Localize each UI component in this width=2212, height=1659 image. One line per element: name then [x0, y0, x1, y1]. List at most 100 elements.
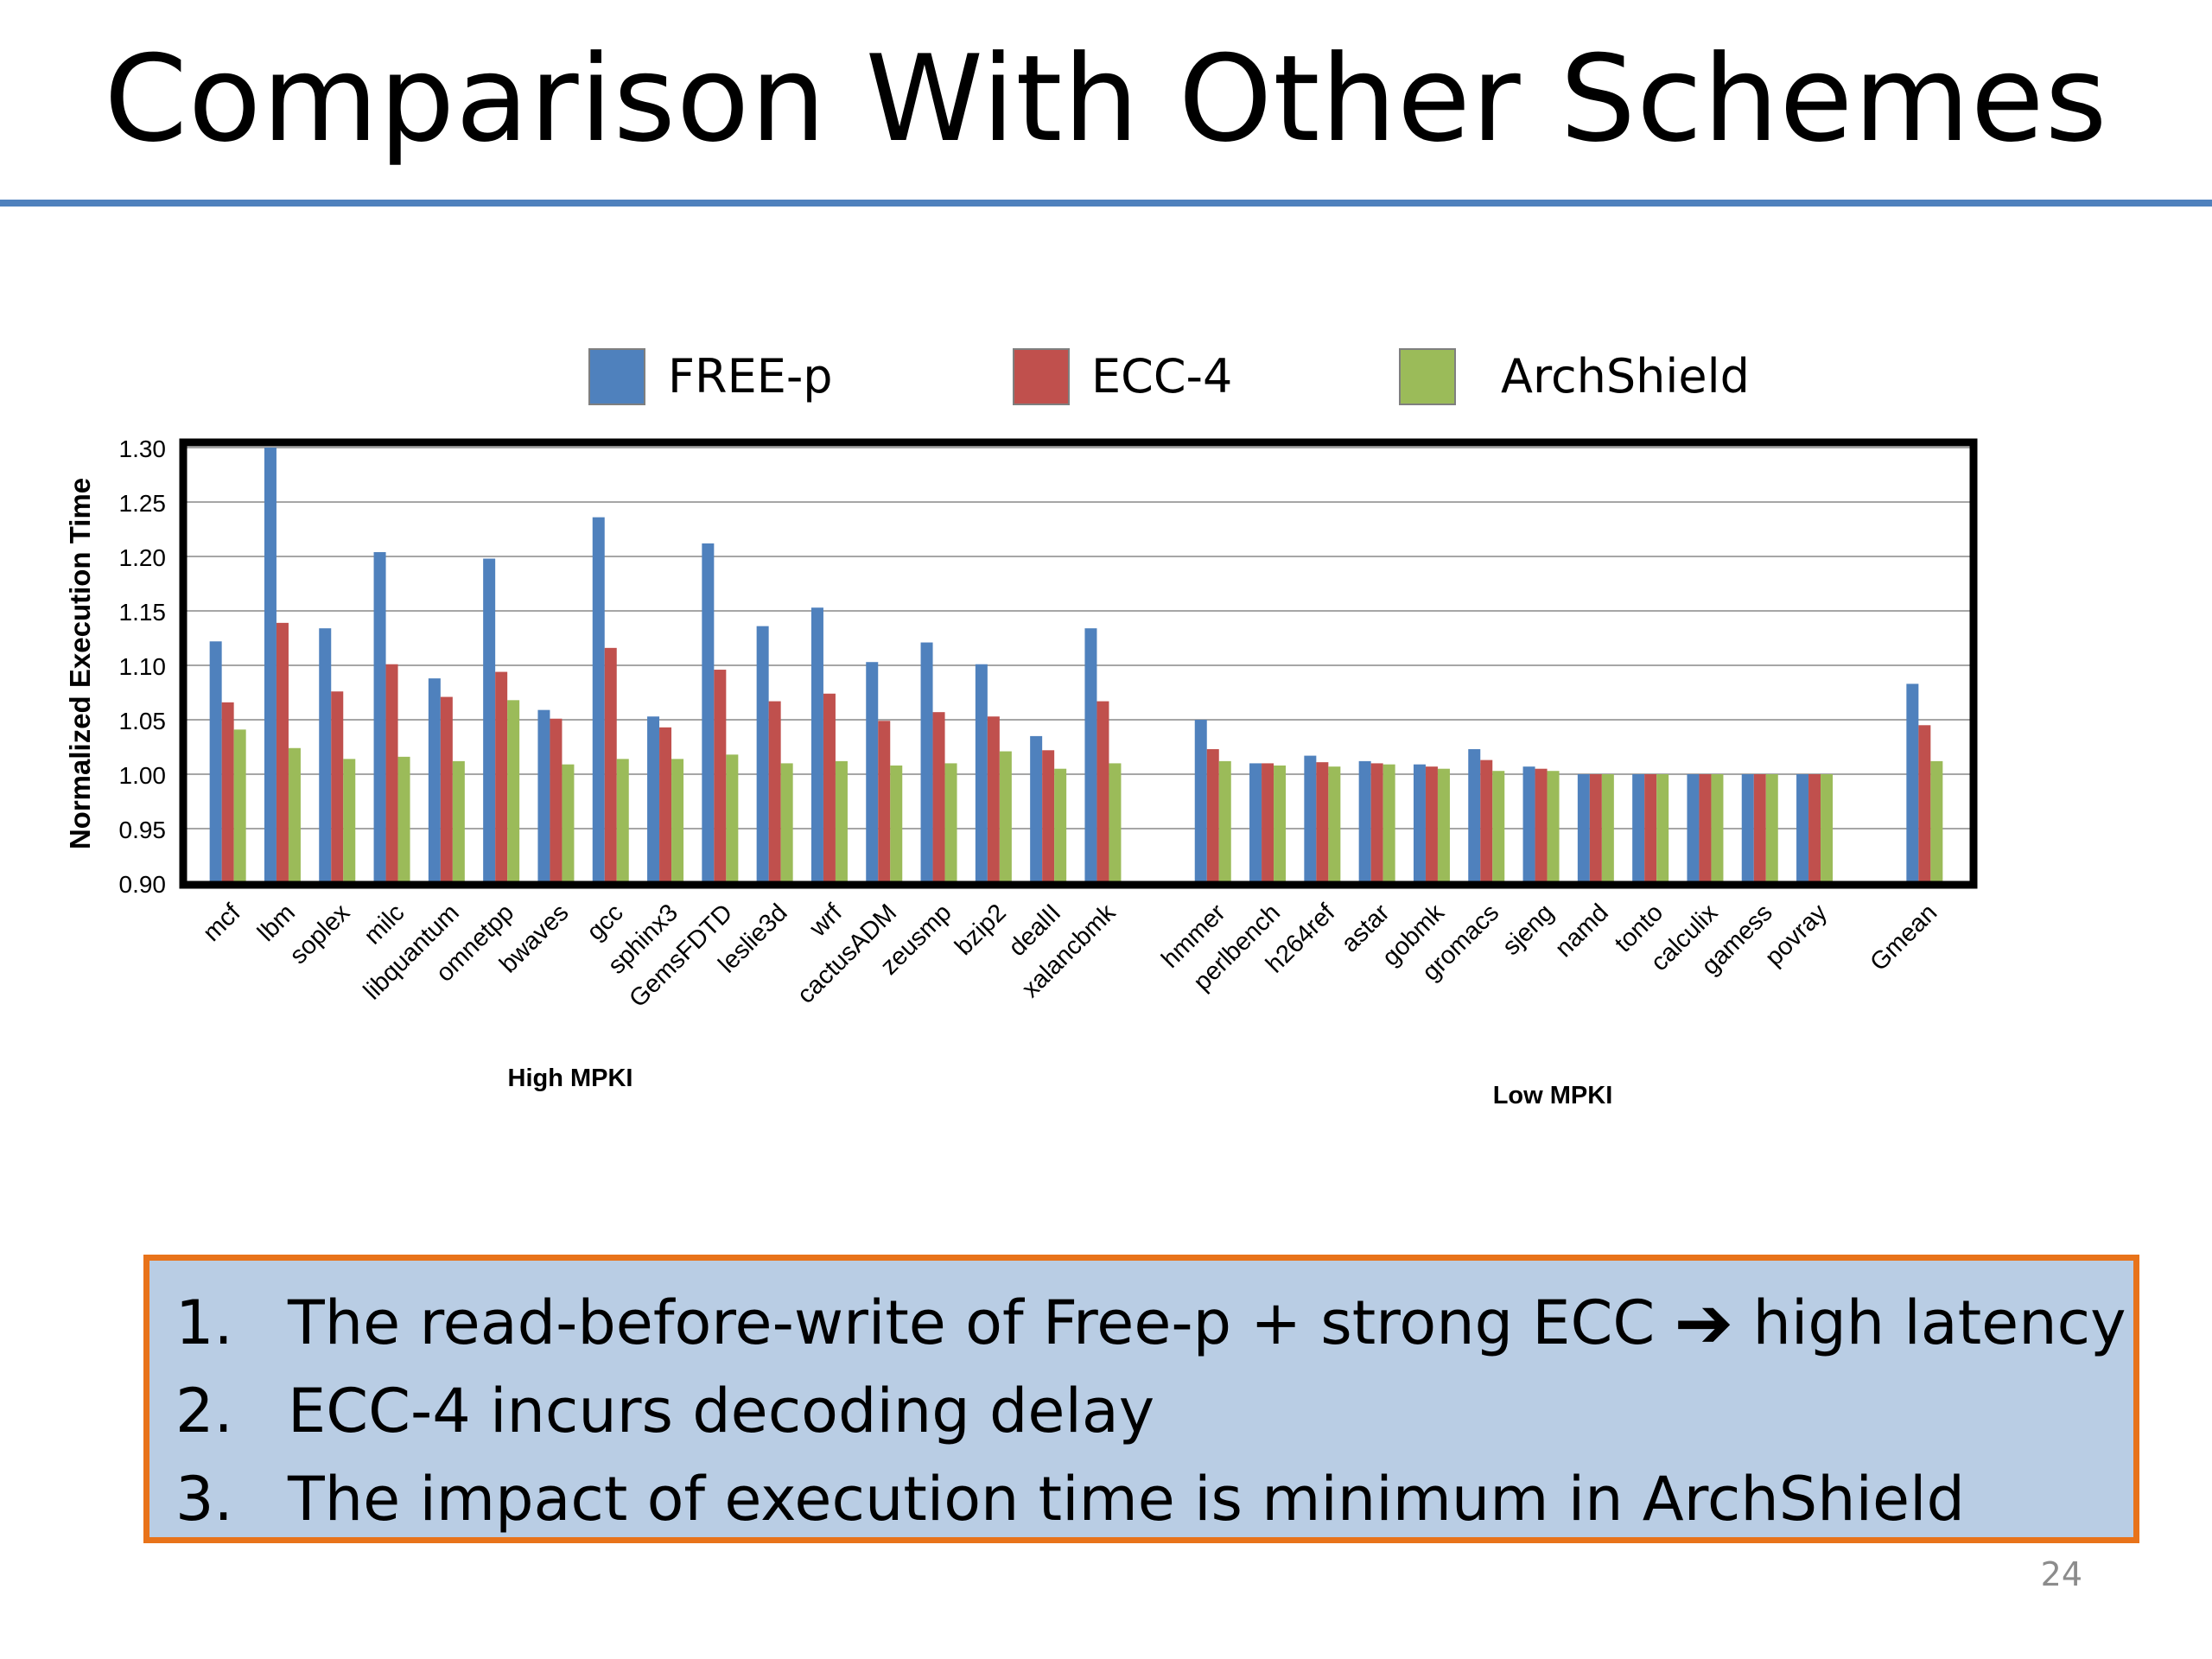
bar-archshield-soplex	[343, 759, 356, 883]
bar-archshield-astar	[1382, 764, 1395, 883]
bar-free-p-calculix	[1687, 774, 1700, 883]
callout-item-text: The read-before-write of Free-p + strong…	[288, 1287, 1656, 1358]
y-tick-label: 1.20	[119, 544, 167, 571]
bar-free-p-sphinx3	[647, 716, 660, 883]
bar-ecc-4-calculix	[1699, 774, 1712, 883]
bar-free-p-milc	[373, 551, 386, 883]
bar-archshield-lbm	[288, 747, 301, 883]
y-tick-label: 0.90	[119, 871, 167, 898]
bar-ecc-4-leslie3d	[768, 701, 781, 883]
bar-archshield-namd	[1601, 774, 1614, 883]
bar-archshield-gamess	[1765, 774, 1778, 883]
bar-free-p-gobmk	[1413, 764, 1426, 883]
bar-free-p-sjeng	[1522, 766, 1535, 883]
bar-ecc-4-milc	[385, 664, 398, 883]
x-tick-label: soplex	[284, 899, 355, 969]
bar-ecc-4-gemsfdtd	[714, 670, 727, 883]
bar-free-p-gamess	[1741, 774, 1754, 883]
right-arrow-icon: ➔	[1674, 1282, 1734, 1364]
legend-swatch	[1013, 348, 1070, 405]
bar-free-p-zeusmp	[920, 642, 933, 883]
bar-free-p-namd	[1577, 774, 1590, 883]
bar-ecc-4-gromacs	[1480, 760, 1493, 883]
bar-archshield-h264ref	[1328, 766, 1341, 883]
bar-free-p-soplex	[319, 628, 332, 883]
bar-chart: FREE-p ECC-4 ArchShield 0.90 0.95 1.00 1.05 1.…	[64, 348, 1978, 1109]
chart-legend: FREE-p ECC-4 ArchShield	[588, 348, 1750, 405]
bar-ecc-4-gamess	[1753, 774, 1766, 883]
chart-bars	[209, 448, 1943, 883]
bar-archshield-wrf	[835, 760, 848, 883]
bar-ecc-4-hmmer	[1206, 749, 1219, 883]
callout-item-text-end: high latency	[1752, 1287, 2126, 1358]
bar-archshield-leslie3d	[780, 763, 793, 883]
bar-free-p-leslie3d	[756, 626, 769, 883]
y-tick-label: 1.00	[119, 762, 167, 789]
bar-free-p-perlbench	[1249, 763, 1262, 883]
x-tick-label: mcf	[198, 899, 246, 947]
y-tick-label: 1.25	[119, 490, 167, 517]
legend-label: ArchShield	[1501, 349, 1750, 404]
bar-archshield-milc	[397, 756, 410, 883]
bar-free-p-hmmer	[1194, 720, 1207, 883]
bar-archshield-hmmer	[1218, 760, 1231, 883]
bar-archshield-gobmk	[1437, 768, 1450, 883]
bar-free-p-libquantum	[428, 678, 441, 883]
bar-archshield-bwaves	[562, 764, 575, 883]
bar-ecc-4-perlbench	[1262, 763, 1274, 883]
legend-label: ECC-4	[1091, 349, 1232, 404]
bar-archshield-calculix	[1711, 774, 1724, 883]
bar-ecc-4-sphinx3	[659, 727, 672, 883]
bar-ecc-4-mcf	[221, 702, 234, 883]
bar-ecc-4-bwaves	[550, 718, 563, 883]
bar-free-p-wrf	[810, 607, 823, 883]
bar-archshield-perlbench	[1274, 765, 1287, 883]
bar-free-p-bzip2	[975, 664, 988, 883]
bar-archshield-gmean	[1930, 760, 1943, 883]
bar-archshield-tonto	[1656, 774, 1669, 883]
bar-ecc-4-lbm	[276, 622, 289, 883]
y-axis-label: Normalized Execution Time	[64, 478, 96, 849]
y-axis-tick-labels: 0.90 0.95 1.00 1.05 1.10 1.15 1.20 1.25 1.30	[119, 435, 167, 898]
bar-ecc-4-tonto	[1644, 774, 1657, 883]
bar-archshield-cactusadm	[890, 765, 903, 883]
group-label: Low MPKI	[1493, 1082, 1613, 1109]
bar-free-p-gromacs	[1468, 749, 1481, 883]
y-tick-label: 1.10	[119, 653, 167, 680]
bar-archshield-povray	[1821, 774, 1834, 883]
bar-archshield-mcf	[233, 729, 246, 883]
bar-ecc-4-h264ref	[1316, 762, 1329, 883]
bar-free-p-povray	[1796, 774, 1809, 883]
bar-ecc-4-xalancbmk	[1096, 701, 1109, 883]
callout-item-number: 3.	[175, 1464, 233, 1535]
callout-item-number: 2.	[175, 1376, 233, 1446]
bar-free-p-astar	[1358, 760, 1371, 883]
bar-archshield-sphinx3	[671, 759, 684, 883]
callout-box: 1. The read-before-write of Free-p + stro…	[143, 1255, 2139, 1543]
bar-archshield-gemsfdtd	[726, 754, 739, 883]
bar-ecc-4-povray	[1808, 774, 1821, 883]
y-tick-label: 1.30	[119, 435, 167, 462]
bar-ecc-4-omnetpp	[495, 671, 508, 883]
callout-item-1: 1. The read-before-write of Free-p + stro…	[175, 1280, 2126, 1367]
bar-free-p-dealii	[1030, 735, 1043, 883]
x-tick-label: namd	[1550, 899, 1614, 963]
bar-archshield-dealii	[1054, 768, 1067, 883]
bar-free-p-gmean	[1906, 683, 1919, 883]
bar-archshield-xalancbmk	[1109, 763, 1122, 883]
bar-ecc-4-gobmk	[1425, 766, 1438, 883]
callout-item-text: The impact of execution time is minimum …	[288, 1464, 1965, 1535]
legend-swatch	[588, 348, 645, 405]
x-tick-label: bzip2	[950, 899, 1012, 961]
bar-ecc-4-astar	[1370, 763, 1383, 883]
bar-free-p-h264ref	[1304, 755, 1317, 883]
callout-item-2: 2. ECC-4 incurs decoding delay	[175, 1368, 1154, 1454]
slide-number: 24	[2040, 1555, 2082, 1593]
y-tick-label: 1.15	[119, 599, 167, 626]
bar-free-p-mcf	[209, 641, 222, 883]
bar-ecc-4-zeusmp	[932, 712, 945, 883]
group-label: High MPKI	[508, 1065, 633, 1092]
group-labels: High MPKI Low MPKI	[508, 1065, 1613, 1109]
x-tick-label: lbm	[252, 899, 301, 947]
